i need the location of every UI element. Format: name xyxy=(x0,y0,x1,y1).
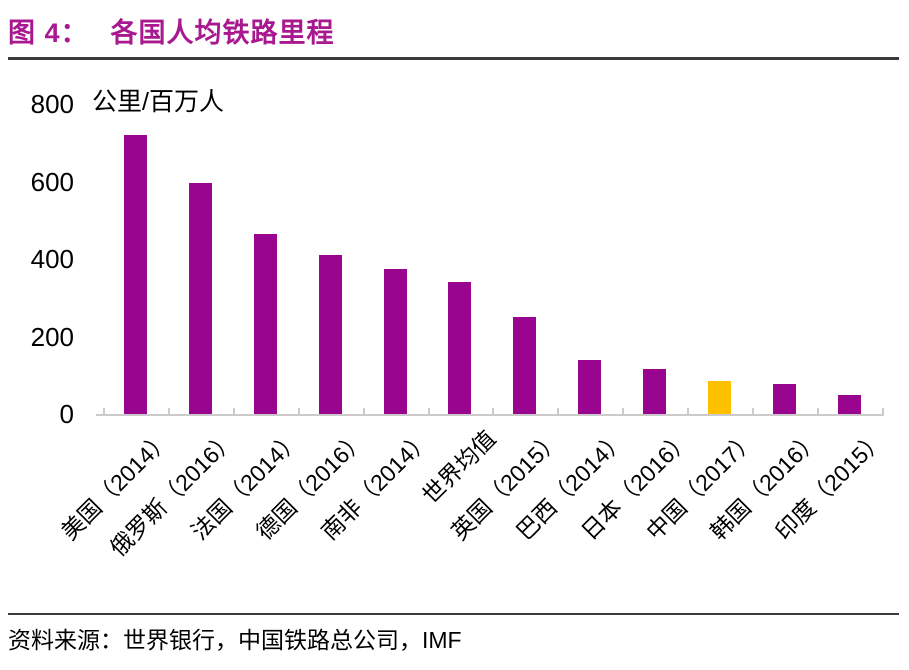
x-axis-tick xyxy=(428,408,430,415)
x-axis-tick xyxy=(492,408,494,415)
top-divider-line xyxy=(8,57,899,60)
y-axis-tick-label: 600 xyxy=(30,167,74,197)
bar-4 xyxy=(384,269,407,414)
bar-0 xyxy=(124,135,147,414)
bar-2 xyxy=(254,234,277,414)
y-axis-unit-label: 公里/百万人 xyxy=(92,88,224,116)
bar-5 xyxy=(448,282,471,414)
bar-8 xyxy=(643,369,666,414)
y-axis-tick-label: 800 xyxy=(30,89,74,119)
bar-11 xyxy=(838,395,861,414)
x-axis-tick xyxy=(622,408,624,415)
x-axis-tick xyxy=(233,408,235,415)
x-axis-tick xyxy=(687,408,689,415)
bar-6 xyxy=(513,317,536,414)
x-axis-line xyxy=(96,414,884,416)
bar-highlight xyxy=(708,381,731,414)
x-axis-tick xyxy=(882,408,884,415)
bar-3 xyxy=(319,255,342,414)
y-axis-tick-label: 0 xyxy=(59,399,74,429)
x-axis-tick xyxy=(363,408,365,415)
bar-7 xyxy=(578,360,601,414)
x-axis-tick xyxy=(817,408,819,415)
bottom-divider-line xyxy=(8,613,899,615)
bar-1 xyxy=(189,183,212,414)
figure-number-label: 图 4： xyxy=(8,17,89,48)
x-axis-tick xyxy=(298,408,300,415)
figure-header: 图 4： 各国人均铁路里程 xyxy=(8,6,901,54)
bar-chart: 公里/百万人 800 600 400 200 0 美国（2014） 俄罗斯（2016） 法国（… xyxy=(0,60,909,613)
figure-title: 各国人均铁路里程 xyxy=(110,17,335,48)
y-axis-tick-label: 200 xyxy=(30,322,74,352)
x-axis-tick xyxy=(752,408,754,415)
bar-10 xyxy=(773,384,796,414)
y-axis-tick-label: 400 xyxy=(30,244,74,274)
x-axis-tick xyxy=(557,408,559,415)
x-axis-tick xyxy=(168,408,170,415)
source-note: 资料来源：世界银行，中国铁路总公司，IMF xyxy=(8,627,462,653)
x-axis-tick xyxy=(103,408,105,415)
